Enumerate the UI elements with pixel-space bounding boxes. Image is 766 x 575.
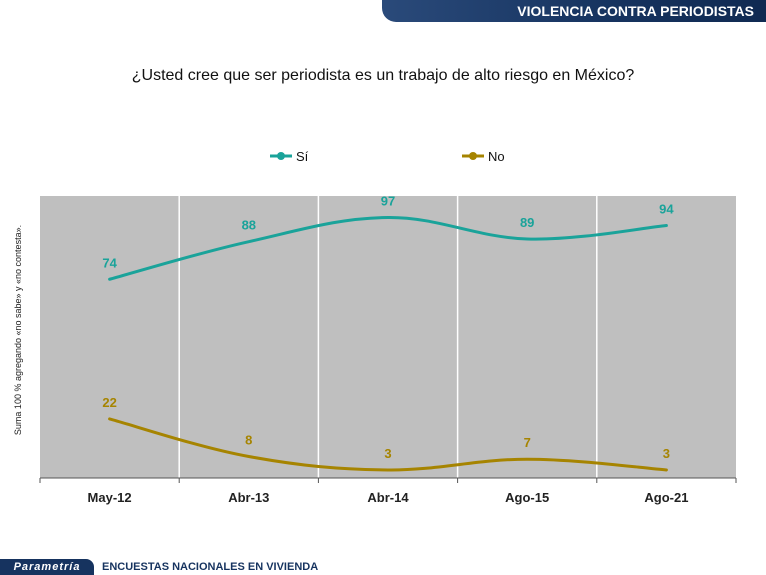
data-label: 22 <box>102 395 116 410</box>
data-label: 7 <box>524 435 531 450</box>
legend-entry: No <box>488 149 505 164</box>
header-banner: VIOLENCIA CONTRA PERIODISTAS <box>382 0 766 22</box>
series-line-no <box>108 417 668 472</box>
data-label: 3 <box>663 446 670 461</box>
legend-entry: Sí <box>296 149 309 164</box>
data-label: 3 <box>384 446 391 461</box>
data-label: 94 <box>659 202 674 217</box>
x-tick-label: Abr-13 <box>228 490 269 505</box>
series-line-si <box>108 215 668 281</box>
x-tick-label: Abr-14 <box>367 490 409 505</box>
data-label: 74 <box>102 255 117 270</box>
chart-title: ¿Usted cree que ser periodista es un tra… <box>131 67 635 84</box>
plot-area <box>40 196 736 478</box>
footer-brand-logo: Parametría <box>0 559 94 575</box>
legend-swatch-marker <box>469 152 477 160</box>
x-tick-label: May-12 <box>88 490 132 505</box>
footer-survey-text: ENCUESTAS NACIONALES EN VIVIENDA <box>102 561 319 573</box>
data-label: 97 <box>381 193 395 208</box>
data-label: 8 <box>245 433 252 448</box>
x-tick-label: Ago-15 <box>505 490 549 505</box>
data-label: 89 <box>520 215 534 230</box>
footer: Parametría ENCUESTAS NACIONALES EN VIVIE… <box>0 557 766 575</box>
banner-title: VIOLENCIA CONTRA PERIODISTAS <box>517 3 754 19</box>
legend-swatch-marker <box>277 152 285 160</box>
x-tick-label: Ago-21 <box>644 490 688 505</box>
data-label: 88 <box>242 218 256 233</box>
